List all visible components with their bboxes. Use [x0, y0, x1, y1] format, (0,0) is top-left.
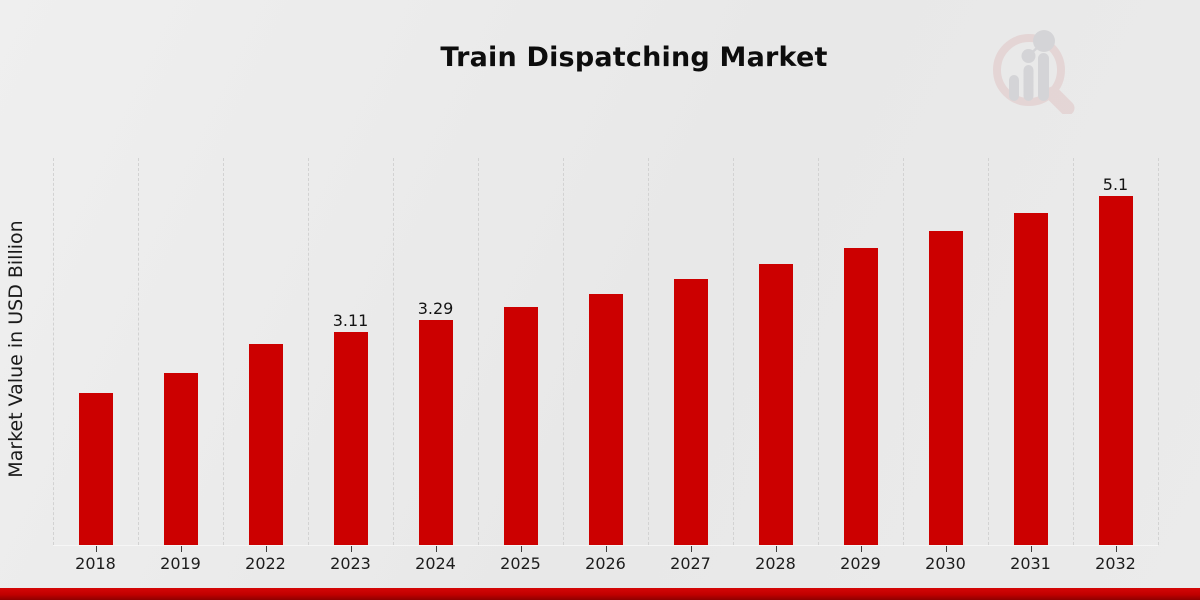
- gridline: [988, 158, 989, 545]
- x-tick-label-2029: 2029: [840, 554, 881, 573]
- gridline: [138, 158, 139, 545]
- x-tick: [775, 546, 777, 552]
- bar-2019: [163, 373, 198, 545]
- market-research-future-logo-icon: [993, 30, 1075, 114]
- x-tick: [945, 546, 947, 552]
- bar-value-label-2023: 3.11: [332, 310, 369, 330]
- logo-trend-dot-large-icon: [1033, 30, 1055, 52]
- bar-2032: [1098, 195, 1133, 545]
- magnifier-handle-icon: [1045, 86, 1075, 114]
- gridline: [53, 158, 54, 545]
- bar-2023: [333, 331, 368, 545]
- x-tick-label-2018: 2018: [75, 554, 116, 573]
- x-tick-label-2023: 2023: [330, 554, 371, 573]
- bar-2027: [673, 279, 708, 545]
- magnifier-lens-icon: [993, 34, 1065, 106]
- plot-area: 3.11 3.29 5.1: [53, 158, 1159, 546]
- bar-2018: [78, 392, 113, 545]
- x-tick: [1115, 546, 1117, 552]
- x-tick: [605, 546, 607, 552]
- y-axis-label: Market Value in USD Billion: [5, 220, 27, 478]
- x-tick: [860, 546, 862, 552]
- x-tick: [435, 546, 437, 552]
- gridline: [1073, 158, 1074, 545]
- x-tick: [520, 546, 522, 552]
- x-axis: 2018 2019 2022 2023 2024 2025 2026 2027 2028 2029…: [53, 546, 1158, 582]
- x-tick-label-2031: 2031: [1010, 554, 1051, 573]
- gridline: [393, 158, 394, 545]
- bar-2030: [928, 231, 963, 545]
- x-tick-label-2024: 2024: [415, 554, 456, 573]
- logo-bar-small-icon: [1009, 75, 1019, 101]
- gridline: [478, 158, 479, 545]
- x-tick-label-2030: 2030: [925, 554, 966, 573]
- gridline: [733, 158, 734, 545]
- logo-trend-dot-icon: [1021, 49, 1036, 63]
- page-title: Train Dispatching Market: [440, 42, 828, 73]
- x-tick-label-2019: 2019: [160, 554, 201, 573]
- x-tick-label-2032: 2032: [1095, 554, 1136, 573]
- x-tick-label-2027: 2027: [670, 554, 711, 573]
- x-tick-label-2022: 2022: [245, 554, 286, 573]
- gridline: [308, 158, 309, 545]
- bar-2025: [503, 307, 538, 545]
- logo-bar-tall-icon: [1038, 53, 1049, 101]
- bar-value-label-2032: 5.1: [1102, 174, 1129, 194]
- x-tick: [180, 546, 182, 552]
- bar-2026: [588, 293, 623, 545]
- gridline: [1158, 158, 1159, 545]
- x-tick: [95, 546, 97, 552]
- gridline: [818, 158, 819, 545]
- gridline: [223, 158, 224, 545]
- bar-2031: [1013, 212, 1048, 545]
- x-tick: [1030, 546, 1032, 552]
- gridline: [563, 158, 564, 545]
- x-tick-label-2028: 2028: [755, 554, 796, 573]
- x-tick: [350, 546, 352, 552]
- bar-2029: [843, 247, 878, 545]
- x-tick: [265, 546, 267, 552]
- x-tick-label-2025: 2025: [500, 554, 541, 573]
- logo-bar-medium-icon: [1023, 65, 1034, 101]
- bar-2028: [758, 264, 793, 545]
- bar-2022: [248, 343, 283, 545]
- bar-value-label-2024: 3.29: [417, 298, 454, 318]
- bar-2024: [418, 319, 453, 545]
- gridline: [648, 158, 649, 545]
- x-tick: [690, 546, 692, 552]
- footer-accent-band: [0, 588, 1200, 600]
- x-tick-label-2026: 2026: [585, 554, 626, 573]
- gridline: [903, 158, 904, 545]
